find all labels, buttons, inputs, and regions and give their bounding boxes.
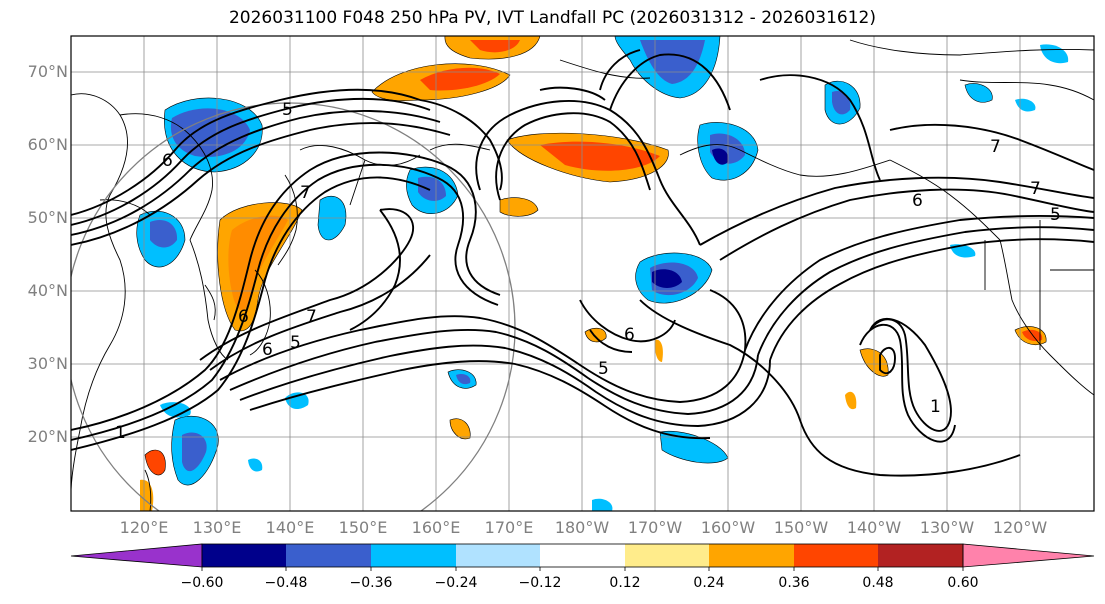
lon-label: 140°E (265, 518, 315, 537)
contour-label: 6 (624, 325, 635, 345)
contour-label: 7 (306, 307, 317, 327)
lon-label: 140°W (846, 518, 902, 537)
contour-label: 6 (238, 307, 249, 327)
map-frame (70, 35, 1095, 512)
colorbar-segment (709, 544, 794, 567)
map-content: 5 6 7 6 5 6 7 6 5 6 7 7 5 1 1 (71, 36, 1094, 511)
lat-label: 40°N (27, 281, 68, 300)
lon-label: 120°W (992, 518, 1048, 537)
lat-label: 30°N (27, 354, 68, 373)
colorbar-extend-high (962, 543, 1095, 568)
lon-label: 170°W (627, 518, 683, 537)
lat-label: 50°N (27, 208, 68, 227)
colorbar-segment (202, 544, 286, 567)
lat-label: 20°N (27, 427, 68, 446)
colorbar-tick-label: 0.24 (693, 575, 725, 591)
colorbar-segment (878, 544, 963, 567)
lon-label: 150°W (773, 518, 829, 537)
colorbar-segment (286, 544, 371, 567)
colorbar-tick-label: 0.36 (778, 575, 810, 591)
colorbar-frame (201, 543, 964, 568)
contour-label: 6 (262, 340, 273, 360)
colorbar-segment (540, 544, 625, 567)
contour-label: 5 (282, 100, 293, 120)
lon-label: 180°W (554, 518, 610, 537)
colorbar-tick-label: −0.48 (264, 575, 308, 591)
lat-label: 70°N (27, 62, 68, 81)
contour-label: 5 (290, 333, 301, 353)
map-title: 2026031100 F048 250 hPa PV, IVT Landfall… (228, 8, 876, 28)
colorbar-tick-label: 0.60 (947, 575, 979, 591)
contour-label: 7 (990, 137, 1001, 157)
colorbar-segment (456, 544, 540, 567)
contour-label: 1 (930, 397, 941, 417)
colorbar (70, 543, 1095, 571)
contour-label: 5 (1050, 205, 1061, 225)
lon-label: 150°E (338, 518, 388, 537)
lon-label: 160°W (700, 518, 756, 537)
contour-labels: 5 6 7 6 5 6 7 6 5 6 7 7 5 1 1 (115, 100, 1061, 443)
colorbar-extend-low (70, 543, 203, 568)
contour-label: 1 (115, 423, 126, 443)
contour-label: 5 (598, 359, 609, 379)
colorbar-tick-label: −0.24 (434, 575, 478, 591)
contour-label: 7 (1030, 179, 1041, 199)
lon-label: 170°E (484, 518, 534, 537)
colorbar-tick-label: 0.12 (609, 575, 641, 591)
colorbar-segment (794, 544, 878, 567)
lon-label: 130°E (192, 518, 242, 537)
lon-label: 160°E (411, 518, 461, 537)
colorbar-tick-label: 0.48 (862, 575, 894, 591)
lon-label: 120°E (119, 518, 169, 537)
colorbar-segment (625, 544, 709, 567)
contour-label: 7 (300, 183, 311, 203)
contour-label: 6 (912, 191, 923, 211)
contour-label: 6 (162, 151, 173, 171)
lon-label: 130°W (919, 518, 975, 537)
colorbar-tick-label: −0.60 (180, 575, 224, 591)
colorbar-tick-label: −0.36 (349, 575, 393, 591)
pv-contours (71, 49, 1094, 477)
colorbar-segment (371, 544, 456, 567)
colorbar-tick-label: −0.12 (518, 575, 562, 591)
lat-label: 60°N (27, 135, 68, 154)
